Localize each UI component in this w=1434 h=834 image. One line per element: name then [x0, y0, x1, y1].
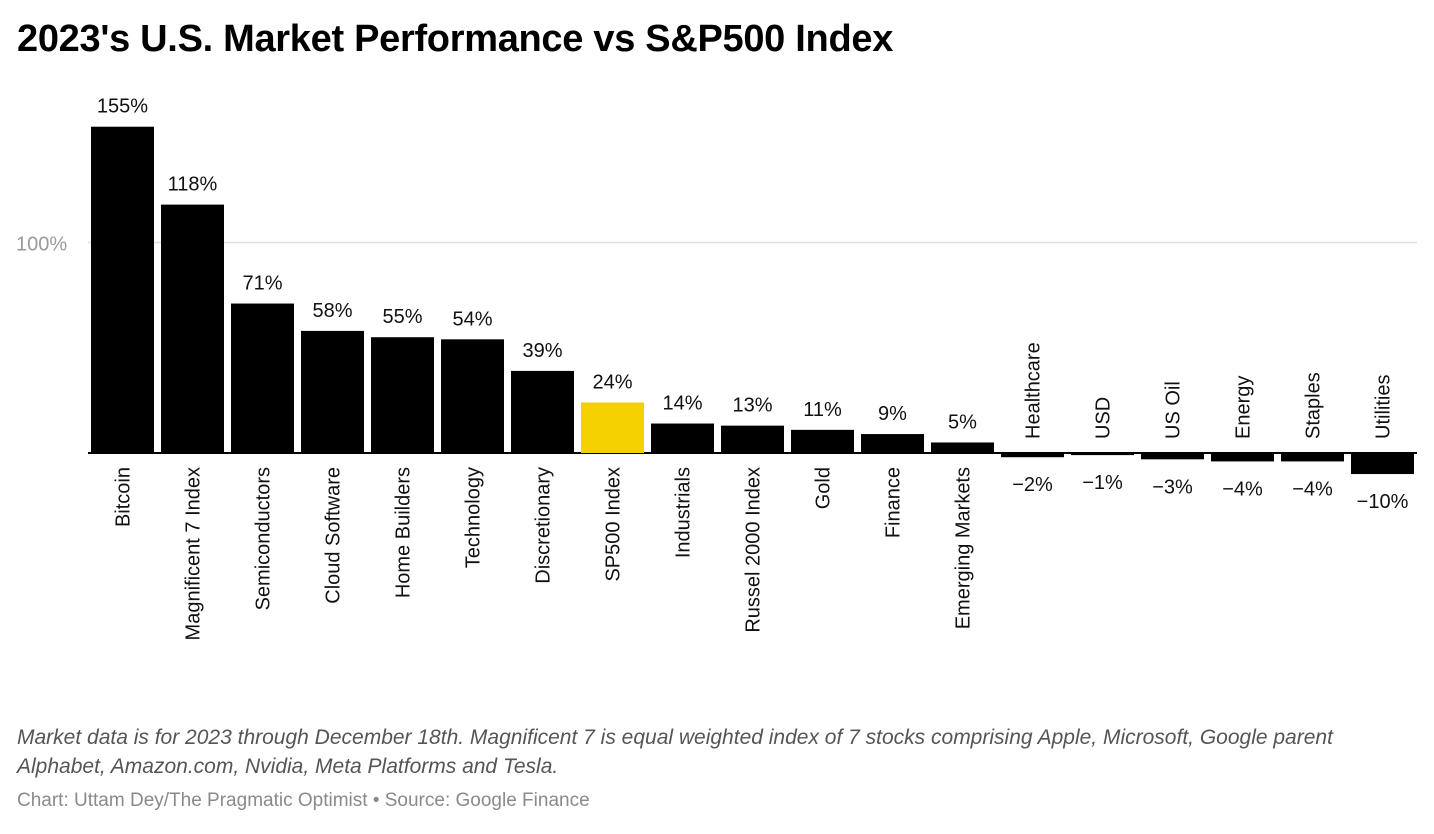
- value-label: −3%: [1152, 476, 1193, 498]
- bar-semiconductors: [231, 303, 294, 453]
- value-label: 155%: [97, 96, 148, 118]
- bar-home-builders: [371, 337, 434, 453]
- bar-sp500-index: [581, 402, 644, 453]
- category-label: SP500 Index: [603, 467, 625, 582]
- category-label: Discretionary: [533, 467, 555, 584]
- category-label: Bitcoin: [113, 467, 135, 527]
- bar-finance: [861, 434, 924, 453]
- category-label: Russel 2000 Index: [743, 467, 765, 633]
- value-label: 118%: [168, 174, 218, 196]
- bar-gold: [791, 429, 854, 453]
- value-label: −10%: [1357, 491, 1409, 513]
- value-label: −4%: [1222, 478, 1263, 500]
- bar-bitcoin: [91, 126, 154, 453]
- value-label: 11%: [803, 399, 842, 421]
- category-label: Staples: [1303, 372, 1325, 439]
- value-label: 55%: [382, 306, 422, 328]
- bar-discretionary: [511, 370, 574, 453]
- bar-healthcare: [1001, 453, 1064, 458]
- bar-cloud-software: [301, 330, 364, 453]
- value-label: 58%: [312, 300, 352, 322]
- bar-russel-2000-index: [721, 425, 784, 453]
- value-label: 5%: [948, 411, 977, 433]
- value-label: −2%: [1012, 474, 1053, 496]
- category-label: Cloud Software: [323, 467, 345, 604]
- bar-usd: [1071, 453, 1134, 456]
- y-tick-label: 100%: [16, 234, 67, 256]
- category-label: Energy: [1233, 376, 1255, 439]
- category-label: Home Builders: [393, 467, 415, 598]
- category-label: Magnificent 7 Index: [183, 467, 205, 640]
- bar-us-oil: [1141, 453, 1204, 460]
- bar-emerging-markets: [931, 442, 994, 453]
- value-label: 13%: [732, 395, 772, 417]
- category-label: USD: [1093, 397, 1115, 439]
- category-label: US Oil: [1163, 381, 1185, 439]
- value-label: 39%: [522, 340, 562, 362]
- category-label: Industrials: [673, 467, 695, 558]
- category-label: Technology: [463, 467, 485, 568]
- category-label: Emerging Markets: [953, 467, 975, 629]
- value-label: −4%: [1292, 478, 1333, 500]
- source-credit: Chart: Uttam Dey/The Pragmatic Optimist …: [17, 790, 590, 811]
- footnote: Market data is for 2023 through December…: [17, 726, 1333, 778]
- value-label: 14%: [662, 393, 702, 415]
- category-label: Gold: [813, 467, 835, 509]
- value-label: 24%: [592, 371, 632, 393]
- value-label: 9%: [878, 403, 907, 425]
- labels: 100% 155% Bitcoin 118% Magnificent 7 Index 71…: [16, 96, 1409, 641]
- bar-industrials: [651, 423, 714, 453]
- category-label: Finance: [883, 467, 905, 538]
- bar-utilities: [1351, 453, 1414, 475]
- value-label: −1%: [1082, 472, 1123, 494]
- category-label: Healthcare: [1023, 342, 1045, 439]
- bar-technology: [441, 339, 504, 453]
- chart-title: 2023's U.S. Market Performance vs S&P500…: [17, 18, 894, 60]
- bar-magnificent-7-index: [161, 204, 224, 453]
- bars: [91, 126, 1414, 475]
- category-label: Utilities: [1373, 375, 1395, 439]
- value-label: 54%: [452, 308, 492, 330]
- bar-energy: [1211, 453, 1274, 462]
- bar-staples: [1281, 453, 1344, 462]
- value-label: 71%: [242, 273, 282, 295]
- category-label: Semiconductors: [253, 467, 275, 610]
